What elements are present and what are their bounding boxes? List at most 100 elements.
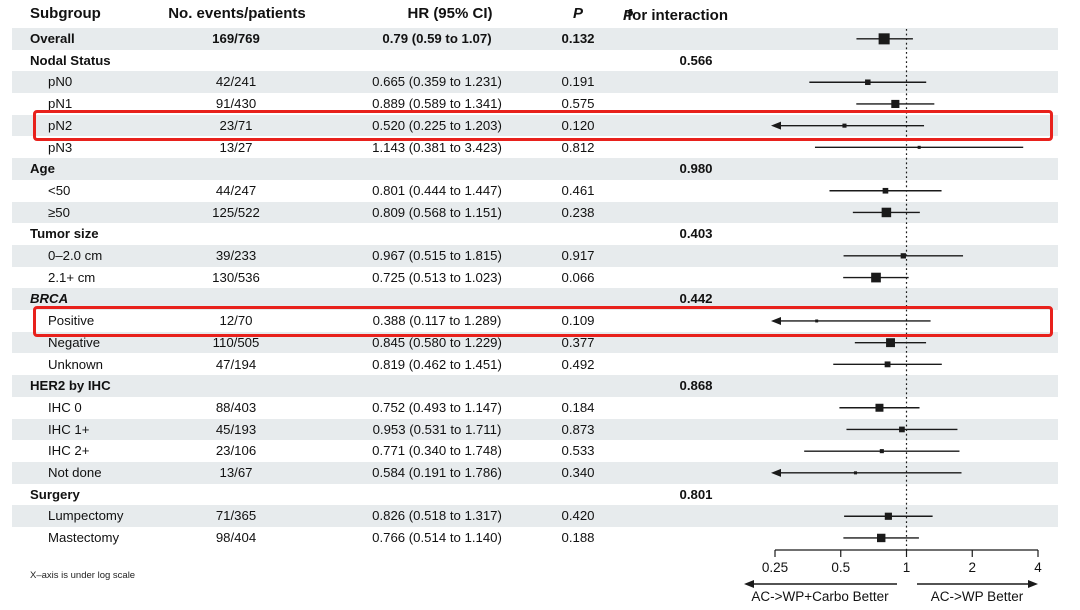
hr-ci-value: 0.665 (0.359 to 1.231) <box>372 74 502 90</box>
p-value: 0.873 <box>561 421 595 437</box>
p-interaction-value: 0.801 <box>679 486 713 502</box>
row-shade-band <box>12 28 1058 50</box>
table-row: Mastectomy 98/404 0.766 (0.514 to 1.140) 0.… <box>0 527 1080 549</box>
events-patients-value: 71/365 <box>215 508 257 524</box>
col-header-hr-ci: HR (95% CI) <box>407 5 493 22</box>
p-value: 0.533 <box>561 443 595 459</box>
events-patients-value: 23/106 <box>215 443 257 459</box>
left-direction-label: AC->WP+Carbo Better <box>751 589 889 604</box>
table-row: Overall 169/769 0.79 (0.59 to 1.07) 0.132 <box>0 28 1080 50</box>
hr-square <box>899 426 905 433</box>
table-row: 0–2.0 cm 39/233 0.967 (0.515 to 1.815) 0.91… <box>0 245 1080 267</box>
events-patients-value: 44/247 <box>215 182 257 198</box>
hr-square <box>917 145 921 149</box>
direction-arrow-left-head <box>744 580 754 588</box>
p-interaction-value: 0.442 <box>679 291 713 307</box>
hr-square <box>842 123 847 128</box>
direction-arrow-right-head <box>1028 580 1038 588</box>
p-value: 0.238 <box>561 204 595 220</box>
p-interaction-text: for interaction <box>627 7 729 24</box>
events-patients-value: 45/193 <box>215 421 257 437</box>
table-row: Age 0.980 <box>0 158 1080 180</box>
table-row: IHC 0 88/403 0.752 (0.493 to 1.147) 0.184 <box>0 397 1080 419</box>
subgroup-label: 0–2.0 cm <box>48 248 103 263</box>
hr-square <box>884 512 892 520</box>
subgroup-label: ≥50 <box>48 204 70 220</box>
subgroup-label: Tumor size <box>30 226 99 242</box>
subgroup-label: Overall <box>30 31 75 46</box>
col-header-p-interaction: P for interaction <box>623 2 728 26</box>
events-patients-value: 130/536 <box>212 269 260 285</box>
subgroup-label: Age <box>30 161 55 177</box>
subgroup-label: 2.1+ cm <box>48 269 96 285</box>
hr-square <box>865 79 871 86</box>
subgroup-label: Positive <box>48 313 95 329</box>
subgroup-label: Nodal Status <box>30 52 111 68</box>
events-patients-value: 91/430 <box>215 96 257 112</box>
p-italic-glyph: P <box>623 7 634 24</box>
hr-square <box>900 253 906 259</box>
hr-square <box>884 361 891 368</box>
hr-ci-value: 0.766 (0.514 to 1.140) <box>372 530 502 546</box>
tick-label: 0.5 <box>831 560 850 575</box>
hr-square <box>879 449 884 454</box>
table-row: IHC 2+ 23/106 0.771 (0.340 to 1.748) 0.533 <box>0 440 1080 462</box>
events-patients-value: 13/27 <box>219 139 253 155</box>
table-row: pN1 91/430 0.889 (0.589 to 1.341) 0.575 <box>0 93 1080 115</box>
subgroup-label: Mastectomy <box>48 530 120 546</box>
row-shade-band <box>12 462 1058 484</box>
table-row: HER2 by IHC 0.868 <box>0 375 1080 397</box>
table-row: IHC 1+ 45/193 0.953 (0.531 to 1.711) 0.873 <box>0 418 1080 441</box>
p-interaction-value: 0.980 <box>679 161 713 177</box>
tick-label: 4 <box>1034 560 1042 575</box>
ci-clip-arrow-left <box>771 468 781 477</box>
row-shade-band <box>12 158 1058 180</box>
subgroup-label: pN0 <box>48 74 73 90</box>
hr-square <box>881 207 892 218</box>
p-interaction-value: 0.868 <box>679 378 713 394</box>
p-value: 0.377 <box>561 334 595 350</box>
col-header-p: P <box>572 5 583 22</box>
p-value: 0.492 <box>561 356 595 372</box>
subgroup-label: <50 <box>48 182 71 198</box>
hr-ci-value: 0.725 (0.513 to 1.023) <box>372 269 502 285</box>
events-patients-value: 125/522 <box>212 204 260 220</box>
events-patients-value: 98/404 <box>215 530 257 546</box>
highlight-box-pn2 <box>33 110 1053 142</box>
table-row: BRCA 0.442 <box>0 288 1080 311</box>
hr-square <box>815 319 819 323</box>
hr-ci-value: 0.771 (0.340 to 1.748) <box>372 443 502 459</box>
subgroup-label: Surgery <box>30 486 80 502</box>
hr-ci-value: 1.143 (0.381 to 3.423) <box>372 139 502 155</box>
events-patients-value: 12/70 <box>219 313 253 329</box>
hr-ci-value: 0.809 (0.568 to 1.151) <box>372 204 502 220</box>
p-value: 0.066 <box>561 269 595 285</box>
p-value: 0.812 <box>561 139 595 155</box>
hr-square <box>891 99 900 109</box>
p-interaction-value: 0.566 <box>679 52 713 68</box>
table-row: pN3 13/27 1.143 (0.381 to 3.423) 0.812 <box>0 137 1080 159</box>
hr-square <box>882 187 889 194</box>
table-row: Surgery 0.801 <box>0 484 1080 506</box>
log-scale-footnote: X–axis is under log scale <box>30 570 136 581</box>
hr-square <box>871 272 881 283</box>
hr-ci-value: 0.845 (0.580 to 1.229) <box>372 334 502 350</box>
p-value: 0.132 <box>561 31 595 46</box>
p-interaction-value: 0.403 <box>679 226 713 242</box>
subgroup-label: pN3 <box>48 139 73 155</box>
subgroup-label: IHC 1+ <box>48 421 90 437</box>
p-value: 0.340 <box>561 465 595 480</box>
tick-label: 2 <box>968 560 976 575</box>
hr-square <box>875 403 884 412</box>
hr-ci-value: 0.520 (0.225 to 1.203) <box>372 117 502 133</box>
row-shade-band <box>12 288 1058 311</box>
events-patients-value: 110/505 <box>212 334 260 350</box>
row-shade-band <box>12 245 1058 267</box>
hr-ci-value: 0.953 (0.531 to 1.711) <box>372 421 502 437</box>
hr-ci-value: 0.79 (0.59 to 1.07) <box>382 31 492 46</box>
hr-ci-value: 0.826 (0.518 to 1.317) <box>372 508 502 524</box>
p-value: 0.917 <box>561 248 595 263</box>
tick-label: 1 <box>903 560 911 575</box>
